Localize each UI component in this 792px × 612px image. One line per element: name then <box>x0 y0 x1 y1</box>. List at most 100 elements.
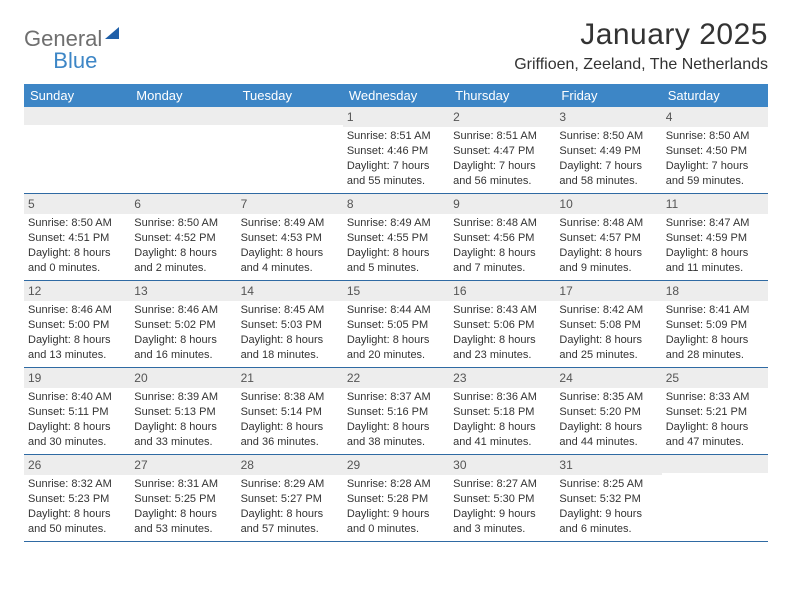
cell-body: Sunrise: 8:46 AMSunset: 5:00 PMDaylight:… <box>24 301 130 366</box>
calendar-grid: Sunday Monday Tuesday Wednesday Thursday… <box>24 84 768 542</box>
calendar-cell: 3Sunrise: 8:50 AMSunset: 4:49 PMDaylight… <box>555 107 661 193</box>
daylight-line: Daylight: 8 hours and 4 minutes. <box>241 246 339 276</box>
cell-body <box>130 125 236 131</box>
sunset-line: Sunset: 5:02 PM <box>134 318 232 333</box>
calendar-cell: 12Sunrise: 8:46 AMSunset: 5:00 PMDayligh… <box>24 281 130 367</box>
sunset-line: Sunset: 5:06 PM <box>453 318 551 333</box>
cell-body: Sunrise: 8:35 AMSunset: 5:20 PMDaylight:… <box>555 388 661 453</box>
day-number: 24 <box>555 368 661 388</box>
weeks-container: 1Sunrise: 8:51 AMSunset: 4:46 PMDaylight… <box>24 107 768 542</box>
cell-body: Sunrise: 8:50 AMSunset: 4:51 PMDaylight:… <box>24 214 130 279</box>
calendar-cell: 26Sunrise: 8:32 AMSunset: 5:23 PMDayligh… <box>24 455 130 541</box>
calendar-cell: 16Sunrise: 8:43 AMSunset: 5:06 PMDayligh… <box>449 281 555 367</box>
daylight-line: Daylight: 8 hours and 25 minutes. <box>559 333 657 363</box>
day-number: 4 <box>662 107 768 127</box>
daylight-line: Daylight: 8 hours and 20 minutes. <box>347 333 445 363</box>
day-number: 30 <box>449 455 555 475</box>
daylight-line: Daylight: 9 hours and 3 minutes. <box>453 507 551 537</box>
calendar-cell-empty <box>662 455 768 541</box>
sunset-line: Sunset: 5:27 PM <box>241 492 339 507</box>
cell-body <box>662 473 768 479</box>
calendar-cell: 6Sunrise: 8:50 AMSunset: 4:52 PMDaylight… <box>130 194 236 280</box>
header-row: General Blue January 2025 Griffioen, Zee… <box>24 18 768 74</box>
day-number <box>662 455 768 473</box>
day-number: 12 <box>24 281 130 301</box>
sunrise-line: Sunrise: 8:51 AM <box>347 129 445 144</box>
cell-body: Sunrise: 8:51 AMSunset: 4:47 PMDaylight:… <box>449 127 555 192</box>
sunrise-line: Sunrise: 8:43 AM <box>453 303 551 318</box>
cell-body: Sunrise: 8:40 AMSunset: 5:11 PMDaylight:… <box>24 388 130 453</box>
sunset-line: Sunset: 4:59 PM <box>666 231 764 246</box>
calendar-page: General Blue January 2025 Griffioen, Zee… <box>0 0 792 542</box>
cell-body: Sunrise: 8:49 AMSunset: 4:53 PMDaylight:… <box>237 214 343 279</box>
sunset-line: Sunset: 4:55 PM <box>347 231 445 246</box>
day-number: 27 <box>130 455 236 475</box>
sunset-line: Sunset: 5:32 PM <box>559 492 657 507</box>
sunset-line: Sunset: 5:14 PM <box>241 405 339 420</box>
cell-body: Sunrise: 8:33 AMSunset: 5:21 PMDaylight:… <box>662 388 768 453</box>
calendar-cell: 11Sunrise: 8:47 AMSunset: 4:59 PMDayligh… <box>662 194 768 280</box>
calendar-cell: 13Sunrise: 8:46 AMSunset: 5:02 PMDayligh… <box>130 281 236 367</box>
day-number <box>237 107 343 125</box>
day-number: 16 <box>449 281 555 301</box>
cell-body: Sunrise: 8:25 AMSunset: 5:32 PMDaylight:… <box>555 475 661 540</box>
day-number: 22 <box>343 368 449 388</box>
sunset-line: Sunset: 4:52 PM <box>134 231 232 246</box>
calendar-cell: 24Sunrise: 8:35 AMSunset: 5:20 PMDayligh… <box>555 368 661 454</box>
day-number: 7 <box>237 194 343 214</box>
calendar-cell: 18Sunrise: 8:41 AMSunset: 5:09 PMDayligh… <box>662 281 768 367</box>
sunset-line: Sunset: 4:53 PM <box>241 231 339 246</box>
calendar-cell: 1Sunrise: 8:51 AMSunset: 4:46 PMDaylight… <box>343 107 449 193</box>
sunrise-line: Sunrise: 8:32 AM <box>28 477 126 492</box>
day-number: 21 <box>237 368 343 388</box>
sunset-line: Sunset: 5:21 PM <box>666 405 764 420</box>
cell-body: Sunrise: 8:32 AMSunset: 5:23 PMDaylight:… <box>24 475 130 540</box>
weekday-sunday: Sunday <box>24 84 130 107</box>
daylight-line: Daylight: 7 hours and 55 minutes. <box>347 159 445 189</box>
sunrise-line: Sunrise: 8:49 AM <box>347 216 445 231</box>
sunrise-line: Sunrise: 8:27 AM <box>453 477 551 492</box>
calendar-cell: 21Sunrise: 8:38 AMSunset: 5:14 PMDayligh… <box>237 368 343 454</box>
sunset-line: Sunset: 5:11 PM <box>28 405 126 420</box>
sunrise-line: Sunrise: 8:44 AM <box>347 303 445 318</box>
day-number: 28 <box>237 455 343 475</box>
day-number: 25 <box>662 368 768 388</box>
cell-body: Sunrise: 8:41 AMSunset: 5:09 PMDaylight:… <box>662 301 768 366</box>
daylight-line: Daylight: 9 hours and 6 minutes. <box>559 507 657 537</box>
cell-body: Sunrise: 8:47 AMSunset: 4:59 PMDaylight:… <box>662 214 768 279</box>
day-number: 23 <box>449 368 555 388</box>
calendar-cell: 15Sunrise: 8:44 AMSunset: 5:05 PMDayligh… <box>343 281 449 367</box>
cell-body: Sunrise: 8:50 AMSunset: 4:52 PMDaylight:… <box>130 214 236 279</box>
sunrise-line: Sunrise: 8:35 AM <box>559 390 657 405</box>
week-row: 19Sunrise: 8:40 AMSunset: 5:11 PMDayligh… <box>24 368 768 455</box>
cell-body: Sunrise: 8:50 AMSunset: 4:49 PMDaylight:… <box>555 127 661 192</box>
calendar-cell: 29Sunrise: 8:28 AMSunset: 5:28 PMDayligh… <box>343 455 449 541</box>
day-number: 8 <box>343 194 449 214</box>
sunrise-line: Sunrise: 8:48 AM <box>559 216 657 231</box>
cell-body: Sunrise: 8:49 AMSunset: 4:55 PMDaylight:… <box>343 214 449 279</box>
weekday-tuesday: Tuesday <box>237 84 343 107</box>
day-number <box>130 107 236 125</box>
brand-logo: General Blue <box>24 18 165 52</box>
page-title: January 2025 <box>514 18 768 52</box>
sunrise-line: Sunrise: 8:49 AM <box>241 216 339 231</box>
calendar-cell: 4Sunrise: 8:50 AMSunset: 4:50 PMDaylight… <box>662 107 768 193</box>
cell-body: Sunrise: 8:27 AMSunset: 5:30 PMDaylight:… <box>449 475 555 540</box>
daylight-line: Daylight: 8 hours and 50 minutes. <box>28 507 126 537</box>
sail-icon <box>105 27 119 39</box>
weekday-friday: Friday <box>555 84 661 107</box>
sunset-line: Sunset: 5:28 PM <box>347 492 445 507</box>
day-number: 18 <box>662 281 768 301</box>
calendar-cell: 9Sunrise: 8:48 AMSunset: 4:56 PMDaylight… <box>449 194 555 280</box>
cell-body: Sunrise: 8:37 AMSunset: 5:16 PMDaylight:… <box>343 388 449 453</box>
weekday-wednesday: Wednesday <box>343 84 449 107</box>
daylight-line: Daylight: 8 hours and 30 minutes. <box>28 420 126 450</box>
title-block: January 2025 Griffioen, Zeeland, The Net… <box>514 18 768 74</box>
day-number: 14 <box>237 281 343 301</box>
cell-body: Sunrise: 8:31 AMSunset: 5:25 PMDaylight:… <box>130 475 236 540</box>
day-number: 19 <box>24 368 130 388</box>
day-number: 17 <box>555 281 661 301</box>
daylight-line: Daylight: 7 hours and 56 minutes. <box>453 159 551 189</box>
sunrise-line: Sunrise: 8:50 AM <box>28 216 126 231</box>
weekday-monday: Monday <box>130 84 236 107</box>
